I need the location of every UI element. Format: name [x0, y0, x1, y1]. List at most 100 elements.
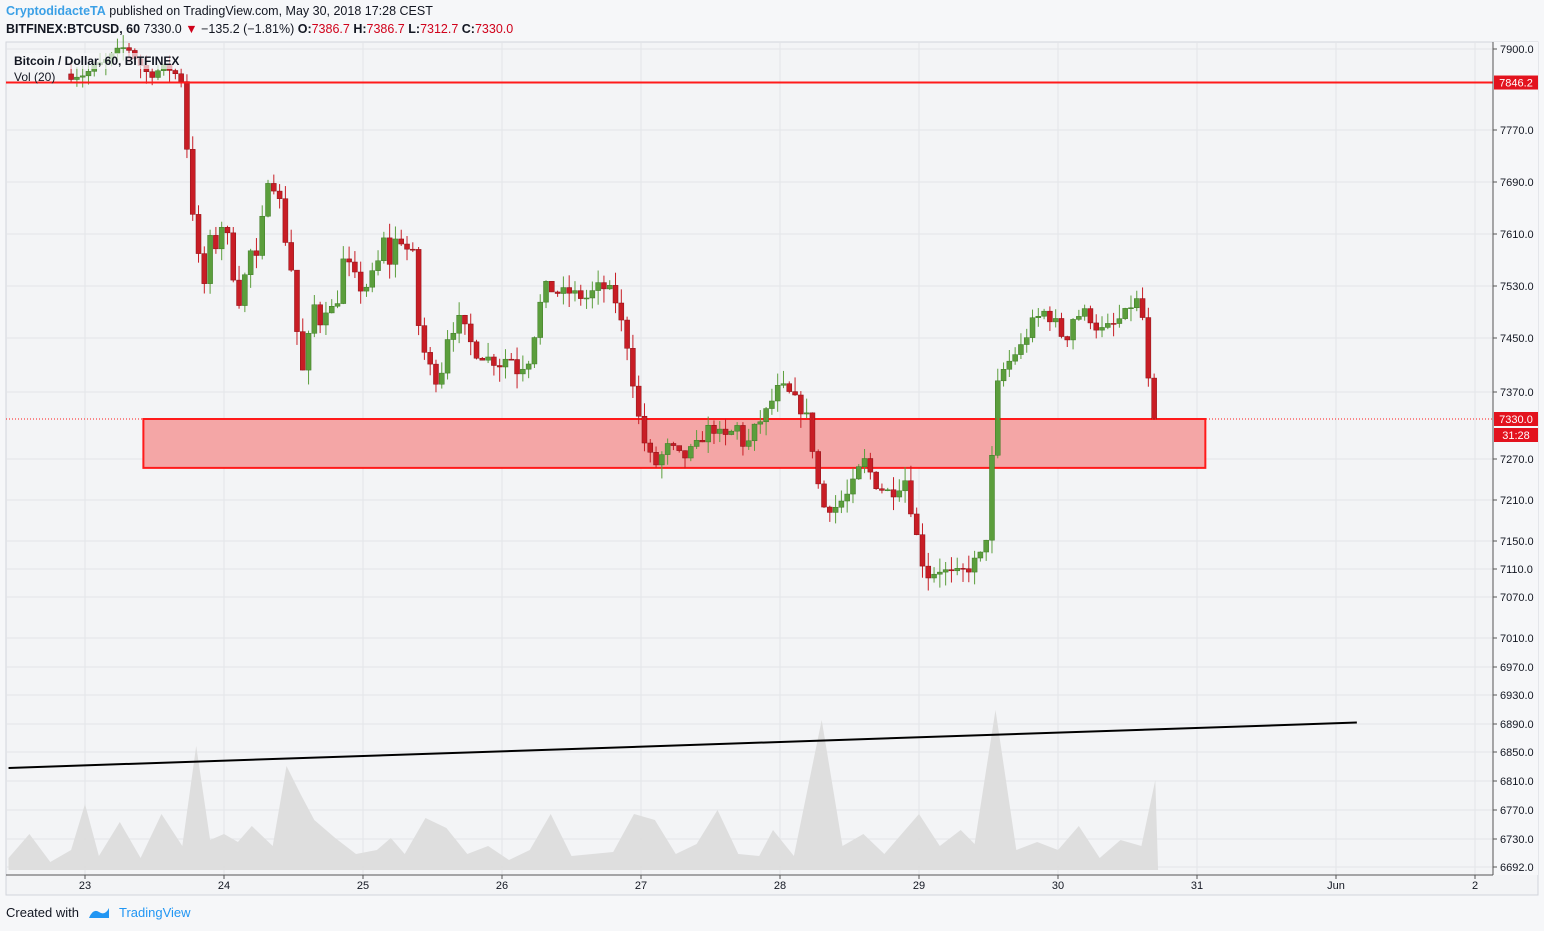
y-tick-label: 7110.0: [1500, 564, 1533, 576]
candle-body: [780, 383, 787, 386]
candle-body: [352, 261, 358, 273]
candle-body: [786, 383, 793, 392]
candle-body: [265, 183, 271, 217]
candle-body: [502, 358, 509, 368]
close-label: C:: [461, 22, 475, 36]
candle-body: [439, 372, 445, 385]
candle-body: [879, 488, 885, 491]
candle-body: [230, 232, 237, 281]
volume-indicator-label[interactable]: Vol (20): [14, 70, 56, 84]
footer: Created with TradingView: [6, 905, 191, 920]
candle-body: [433, 363, 439, 385]
candle-body: [444, 339, 451, 374]
candle-body: [913, 513, 920, 535]
level-price-tag: 7846.2: [1499, 78, 1533, 90]
candle-body: [317, 304, 323, 326]
candle-body: [1064, 336, 1071, 341]
candle-body: [1035, 315, 1042, 318]
candle-body: [427, 352, 433, 365]
candle-body: [213, 235, 219, 250]
candle-body: [491, 356, 497, 366]
candle-body: [305, 333, 312, 371]
candle-body: [618, 302, 625, 321]
y-tick-label: 7530.0: [1500, 281, 1534, 293]
y-tick-label: 7900.0: [1500, 44, 1534, 56]
y-tick-label: 7210.0: [1500, 495, 1534, 507]
candle-body: [189, 149, 196, 215]
drawing-lines: [6, 81, 1493, 769]
candle-body: [120, 47, 126, 49]
candle-body: [1122, 308, 1128, 319]
candle-body: [1012, 354, 1018, 362]
candle-body: [676, 445, 682, 451]
candle-body: [282, 198, 289, 243]
candle-body: [224, 227, 231, 234]
candle-body: [717, 428, 723, 434]
volume-area-path: [8, 710, 1159, 870]
y-tick-label: 7450.0: [1500, 333, 1534, 345]
candle-body: [508, 358, 515, 361]
trendline: [8, 721, 1357, 769]
candle-body: [450, 332, 457, 340]
candle-body: [195, 214, 202, 254]
candle-body: [635, 385, 642, 417]
x-tick-label: 23: [79, 880, 91, 892]
candle-body: [664, 443, 671, 455]
created-with-text: Created with: [6, 905, 79, 920]
y-tick-label: 6970.0: [1500, 662, 1534, 674]
price-tags: 7846.2 7330.0 31:28: [1494, 75, 1538, 442]
candle-body: [688, 446, 694, 459]
candle-body: [1134, 298, 1140, 308]
candle-body: [722, 428, 729, 435]
candle-body: [989, 455, 995, 541]
candle-body: [583, 297, 590, 300]
last-price-tag-bg: [1494, 412, 1538, 426]
candle-body: [392, 238, 399, 265]
candle-body: [294, 269, 300, 332]
level-price-tag-bg: [1494, 75, 1538, 90]
candle-body: [601, 282, 607, 290]
candle-body: [728, 430, 735, 435]
candle-body: [149, 71, 155, 78]
tradingview-link[interactable]: TradingView: [118, 905, 191, 920]
candle-body: [155, 70, 161, 78]
candle-body: [670, 443, 677, 446]
symbol-label[interactable]: BITFINEX:BTCUSD, 60: [6, 22, 141, 36]
candle-body: [410, 248, 416, 251]
chart-legend: Bitcoin / Dollar, 60, BITFINEX Vol (20): [14, 53, 180, 85]
candle-body: [954, 568, 960, 572]
candle-body: [966, 568, 972, 573]
candle-body: [479, 358, 486, 361]
candle-body: [1087, 308, 1094, 324]
candle-body: [659, 454, 665, 466]
x-tick-label: 27: [635, 880, 647, 892]
candle-body: [207, 235, 213, 284]
x-tick-label: 30: [1052, 880, 1064, 892]
candle-body: [172, 70, 179, 75]
candles: [68, 35, 1157, 591]
last-price-tag: 7330.0: [1499, 414, 1533, 426]
candle-body: [369, 270, 376, 288]
candle-body: [1070, 319, 1076, 341]
candle-body: [757, 421, 764, 425]
y-tick-label: 6850.0: [1500, 747, 1534, 759]
candle-body: [1047, 310, 1053, 323]
candle-body: [919, 534, 926, 567]
candle-body: [1052, 318, 1059, 323]
candle-body: [1058, 318, 1065, 337]
candle-body: [578, 290, 584, 299]
y-tick-label: 7150.0: [1500, 536, 1534, 548]
series-title[interactable]: Bitcoin / Dollar, 60, BITFINEX: [14, 53, 180, 69]
candle-body: [253, 250, 260, 256]
candle-body: [995, 380, 1001, 456]
candle-body: [641, 415, 648, 444]
candle-body: [925, 565, 932, 579]
y-tick-label: 7270.0: [1500, 454, 1534, 466]
candle-body: [218, 227, 225, 250]
author-link[interactable]: CryptodidacteTA: [6, 4, 106, 18]
candle-body: [79, 75, 86, 78]
candle-body: [867, 458, 874, 473]
candle-body: [890, 489, 897, 498]
candle-body: [873, 471, 879, 489]
